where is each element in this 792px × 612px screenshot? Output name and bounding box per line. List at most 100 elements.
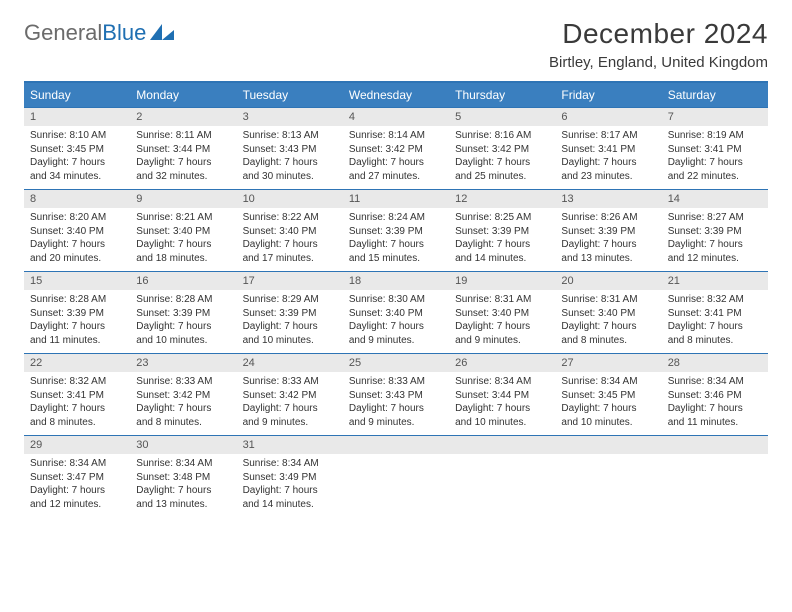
day-body: Sunrise: 8:33 AMSunset: 3:43 PMDaylight:… (343, 372, 449, 435)
day-body: Sunrise: 8:34 AMSunset: 3:49 PMDaylight:… (237, 454, 343, 517)
weekday-header: Wednesday (343, 83, 449, 107)
sunrise-line: Sunrise: 8:13 AM (243, 129, 337, 143)
day-cell: 13Sunrise: 8:26 AMSunset: 3:39 PMDayligh… (555, 190, 661, 271)
sunrise-line: Sunrise: 8:21 AM (136, 211, 230, 225)
sunrise-line: Sunrise: 8:33 AM (349, 375, 443, 389)
sunset-line: Sunset: 3:49 PM (243, 471, 337, 485)
sunset-line: Sunset: 3:48 PM (136, 471, 230, 485)
daylight-line: Daylight: 7 hours and 9 minutes. (455, 320, 549, 347)
sunset-line: Sunset: 3:40 PM (136, 225, 230, 239)
day-cell: 1Sunrise: 8:10 AMSunset: 3:45 PMDaylight… (24, 108, 130, 189)
day-number: 19 (449, 272, 555, 290)
day-number (343, 436, 449, 454)
daylight-line: Daylight: 7 hours and 9 minutes. (349, 402, 443, 429)
day-cell: 21Sunrise: 8:32 AMSunset: 3:41 PMDayligh… (662, 272, 768, 353)
weekday-header: Monday (130, 83, 236, 107)
daylight-line: Daylight: 7 hours and 8 minutes. (561, 320, 655, 347)
day-number: 3 (237, 108, 343, 126)
daylight-line: Daylight: 7 hours and 22 minutes. (668, 156, 762, 183)
header: GeneralBlue December 2024 Birtley, Engla… (24, 18, 768, 71)
sunset-line: Sunset: 3:45 PM (30, 143, 124, 157)
sunrise-line: Sunrise: 8:33 AM (243, 375, 337, 389)
day-cell (449, 436, 555, 517)
sunset-line: Sunset: 3:43 PM (349, 389, 443, 403)
day-cell: 22Sunrise: 8:32 AMSunset: 3:41 PMDayligh… (24, 354, 130, 435)
day-cell: 11Sunrise: 8:24 AMSunset: 3:39 PMDayligh… (343, 190, 449, 271)
daylight-line: Daylight: 7 hours and 8 minutes. (30, 402, 124, 429)
sunrise-line: Sunrise: 8:27 AM (668, 211, 762, 225)
day-body: Sunrise: 8:17 AMSunset: 3:41 PMDaylight:… (555, 126, 661, 189)
daylight-line: Daylight: 7 hours and 25 minutes. (455, 156, 549, 183)
day-cell: 5Sunrise: 8:16 AMSunset: 3:42 PMDaylight… (449, 108, 555, 189)
day-cell: 23Sunrise: 8:33 AMSunset: 3:42 PMDayligh… (130, 354, 236, 435)
sunset-line: Sunset: 3:41 PM (30, 389, 124, 403)
day-number: 28 (662, 354, 768, 372)
daylight-line: Daylight: 7 hours and 14 minutes. (243, 484, 337, 511)
day-body: Sunrise: 8:26 AMSunset: 3:39 PMDaylight:… (555, 208, 661, 271)
daylight-line: Daylight: 7 hours and 14 minutes. (455, 238, 549, 265)
day-body: Sunrise: 8:21 AMSunset: 3:40 PMDaylight:… (130, 208, 236, 271)
sunrise-line: Sunrise: 8:22 AM (243, 211, 337, 225)
sunset-line: Sunset: 3:39 PM (243, 307, 337, 321)
day-body: Sunrise: 8:20 AMSunset: 3:40 PMDaylight:… (24, 208, 130, 271)
day-cell: 16Sunrise: 8:28 AMSunset: 3:39 PMDayligh… (130, 272, 236, 353)
day-body: Sunrise: 8:14 AMSunset: 3:42 PMDaylight:… (343, 126, 449, 189)
sunset-line: Sunset: 3:45 PM (561, 389, 655, 403)
day-cell: 26Sunrise: 8:34 AMSunset: 3:44 PMDayligh… (449, 354, 555, 435)
brand-text-1: General (24, 22, 102, 44)
day-number: 11 (343, 190, 449, 208)
day-body: Sunrise: 8:19 AMSunset: 3:41 PMDaylight:… (662, 126, 768, 189)
day-body: Sunrise: 8:28 AMSunset: 3:39 PMDaylight:… (130, 290, 236, 353)
day-body: Sunrise: 8:34 AMSunset: 3:47 PMDaylight:… (24, 454, 130, 517)
brand-logo: GeneralBlue (24, 18, 174, 44)
sunrise-line: Sunrise: 8:30 AM (349, 293, 443, 307)
sunset-line: Sunset: 3:39 PM (349, 225, 443, 239)
day-cell: 27Sunrise: 8:34 AMSunset: 3:45 PMDayligh… (555, 354, 661, 435)
sunrise-line: Sunrise: 8:28 AM (136, 293, 230, 307)
daylight-line: Daylight: 7 hours and 23 minutes. (561, 156, 655, 183)
day-body: Sunrise: 8:31 AMSunset: 3:40 PMDaylight:… (449, 290, 555, 353)
weekday-header: Tuesday (237, 83, 343, 107)
day-cell: 30Sunrise: 8:34 AMSunset: 3:48 PMDayligh… (130, 436, 236, 517)
day-body: Sunrise: 8:33 AMSunset: 3:42 PMDaylight:… (130, 372, 236, 435)
daylight-line: Daylight: 7 hours and 12 minutes. (668, 238, 762, 265)
day-cell: 24Sunrise: 8:33 AMSunset: 3:42 PMDayligh… (237, 354, 343, 435)
day-body: Sunrise: 8:33 AMSunset: 3:42 PMDaylight:… (237, 372, 343, 435)
sunset-line: Sunset: 3:47 PM (30, 471, 124, 485)
day-number: 20 (555, 272, 661, 290)
week-row: 8Sunrise: 8:20 AMSunset: 3:40 PMDaylight… (24, 189, 768, 271)
sunrise-line: Sunrise: 8:19 AM (668, 129, 762, 143)
weekday-header: Thursday (449, 83, 555, 107)
daylight-line: Daylight: 7 hours and 18 minutes. (136, 238, 230, 265)
brand-text-2: Blue (102, 22, 146, 44)
day-body: Sunrise: 8:28 AMSunset: 3:39 PMDaylight:… (24, 290, 130, 353)
day-cell: 19Sunrise: 8:31 AMSunset: 3:40 PMDayligh… (449, 272, 555, 353)
daylight-line: Daylight: 7 hours and 30 minutes. (243, 156, 337, 183)
sunrise-line: Sunrise: 8:34 AM (243, 457, 337, 471)
sunset-line: Sunset: 3:41 PM (668, 307, 762, 321)
sunset-line: Sunset: 3:42 PM (136, 389, 230, 403)
day-cell: 6Sunrise: 8:17 AMSunset: 3:41 PMDaylight… (555, 108, 661, 189)
week-row: 22Sunrise: 8:32 AMSunset: 3:41 PMDayligh… (24, 353, 768, 435)
day-cell (662, 436, 768, 517)
daylight-line: Daylight: 7 hours and 10 minutes. (243, 320, 337, 347)
day-cell: 14Sunrise: 8:27 AMSunset: 3:39 PMDayligh… (662, 190, 768, 271)
daylight-line: Daylight: 7 hours and 10 minutes. (455, 402, 549, 429)
title-block: December 2024 Birtley, England, United K… (549, 18, 768, 71)
daylight-line: Daylight: 7 hours and 34 minutes. (30, 156, 124, 183)
day-body: Sunrise: 8:29 AMSunset: 3:39 PMDaylight:… (237, 290, 343, 353)
sunset-line: Sunset: 3:40 PM (455, 307, 549, 321)
sunset-line: Sunset: 3:40 PM (349, 307, 443, 321)
day-number: 16 (130, 272, 236, 290)
day-body: Sunrise: 8:34 AMSunset: 3:48 PMDaylight:… (130, 454, 236, 517)
day-number: 7 (662, 108, 768, 126)
daylight-line: Daylight: 7 hours and 11 minutes. (668, 402, 762, 429)
day-cell: 17Sunrise: 8:29 AMSunset: 3:39 PMDayligh… (237, 272, 343, 353)
weekday-header-row: SundayMondayTuesdayWednesdayThursdayFrid… (24, 83, 768, 107)
day-number: 25 (343, 354, 449, 372)
sunrise-line: Sunrise: 8:32 AM (668, 293, 762, 307)
day-number: 12 (449, 190, 555, 208)
daylight-line: Daylight: 7 hours and 12 minutes. (30, 484, 124, 511)
daylight-line: Daylight: 7 hours and 8 minutes. (136, 402, 230, 429)
day-number: 21 (662, 272, 768, 290)
